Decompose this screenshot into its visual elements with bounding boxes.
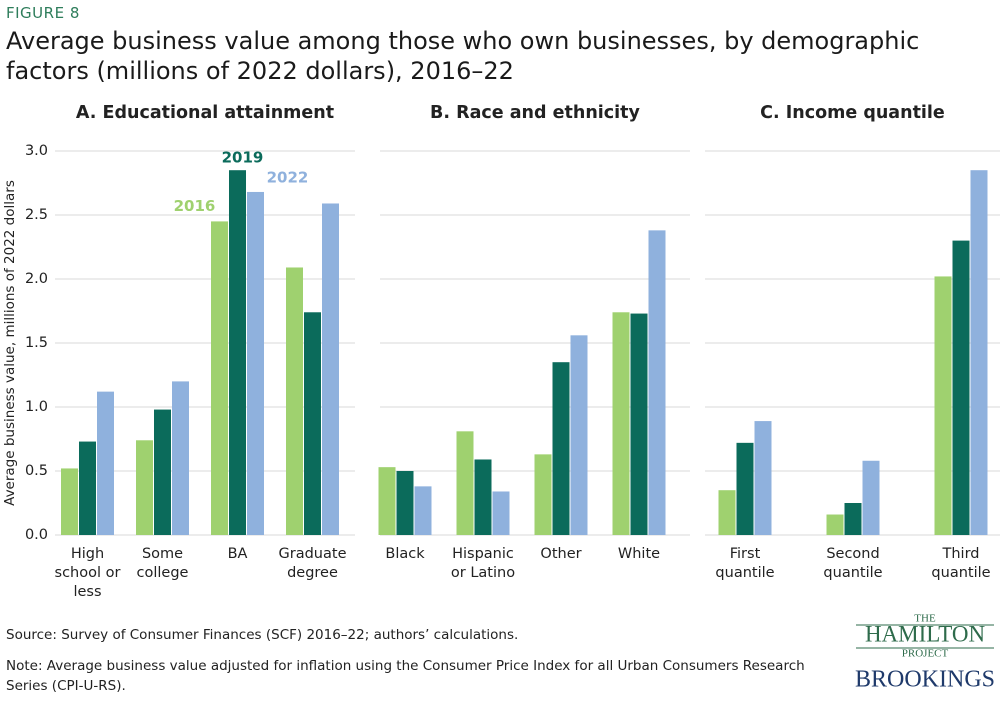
panel-title: A. Educational attainment: [76, 103, 334, 123]
bar: [286, 267, 303, 535]
x-tick-label: Some college: [136, 546, 189, 581]
bar: [61, 468, 78, 535]
bar: [322, 203, 339, 536]
bar: [154, 409, 171, 535]
y-tick-label: 1.5: [25, 335, 48, 351]
bar: [456, 431, 474, 535]
title: Average business value among those who o…: [6, 27, 920, 85]
bar: [862, 460, 880, 535]
x-tick-label-box: Third quantile: [931, 546, 991, 581]
logo-hamilton: HAMILTON: [865, 621, 986, 646]
bar: [970, 170, 988, 535]
figure-label: FIGURE 8: [6, 4, 80, 22]
x-tick-label-box: Other: [540, 546, 582, 562]
y-tick-label: 0.0: [25, 527, 48, 543]
x-tick-label: Third quantile: [931, 546, 991, 581]
logo-brookings: BROOKINGS: [855, 667, 995, 693]
y-tick-label: 2.0: [25, 271, 48, 287]
x-tick-label-box: Graduate degree: [278, 546, 347, 581]
bar: [414, 486, 432, 535]
x-tick-label-box: Black: [385, 546, 425, 562]
x-tick-label: Second quantile: [823, 546, 883, 581]
bar: [474, 459, 492, 535]
bar: [630, 313, 648, 535]
x-tick-label: Hispanic or Latino: [450, 546, 516, 581]
series-label: 2019: [222, 149, 264, 167]
source: Source: Survey of Consumer Finances (SCF…: [6, 627, 519, 643]
x-tick-label: Other: [540, 546, 582, 562]
bar: [492, 491, 510, 535]
bar: [754, 421, 772, 535]
bar: [172, 381, 189, 535]
bar: [570, 335, 588, 535]
y-tick-label: 2.5: [25, 207, 48, 223]
x-tick-label: First quantile: [715, 546, 775, 581]
bar: [648, 230, 666, 536]
x-tick-label-box: Hispanic or Latino: [450, 546, 516, 581]
bar: [552, 362, 570, 535]
x-tick-label: White: [617, 546, 661, 562]
bar: [736, 442, 754, 535]
panel-title: B. Race and ethnicity: [430, 103, 640, 123]
bar: [97, 391, 114, 535]
bar: [211, 221, 228, 535]
bar: [844, 503, 862, 535]
bar: [952, 240, 970, 535]
x-tick-label-box: High school or less: [54, 546, 121, 600]
x-tick-label: Black: [385, 546, 425, 562]
x-tick-label-box: Some college: [136, 546, 189, 581]
bar: [534, 454, 552, 535]
y-tick-label: 1.0: [25, 399, 48, 415]
bar: [136, 440, 153, 535]
series-label: 2016: [174, 197, 216, 215]
logo-the: THE: [914, 613, 936, 625]
bar: [247, 191, 264, 535]
series-label: 2022: [267, 168, 309, 186]
bar: [826, 514, 844, 535]
bar: [79, 441, 96, 535]
y-axis-label: Average business value, millions of 2022…: [2, 180, 18, 506]
x-tick-label: High school or less: [54, 546, 121, 600]
bar: [229, 170, 246, 535]
x-tick-label-box: BA: [227, 546, 248, 562]
bar: [378, 467, 396, 535]
note: Note: Average business value adjusted fo…: [6, 658, 805, 694]
y-tick-label: 0.5: [25, 463, 48, 479]
bar: [396, 471, 414, 535]
x-tick-label-box: White: [617, 546, 661, 562]
bar: [304, 312, 321, 535]
panel-title: C. Income quantile: [760, 103, 945, 123]
y-tick-label: 3.0: [25, 143, 48, 159]
x-tick-label-box: First quantile: [715, 546, 775, 581]
x-tick-label: Graduate degree: [278, 546, 347, 581]
bar: [612, 312, 630, 535]
x-tick-label-box: Second quantile: [823, 546, 883, 581]
bar: [934, 276, 952, 535]
bar: [718, 490, 736, 535]
logo-project: PROJECT: [902, 648, 949, 660]
x-tick-label: BA: [227, 546, 248, 562]
